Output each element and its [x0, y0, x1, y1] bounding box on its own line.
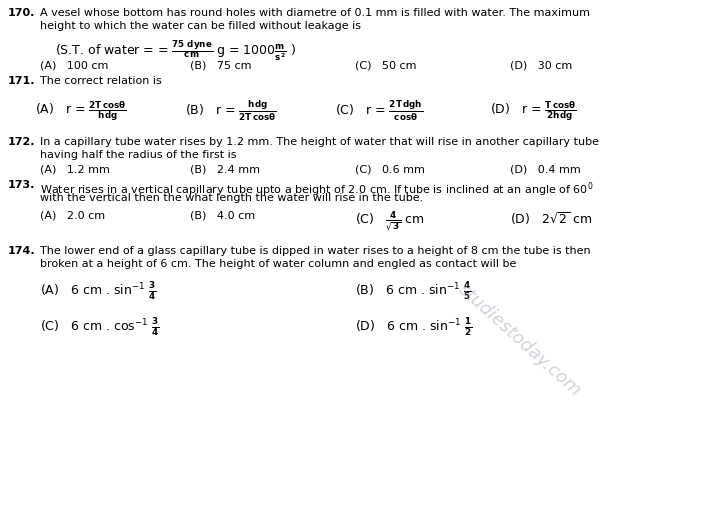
Text: studiestoday.com: studiestoday.com: [455, 280, 585, 400]
Text: 173.: 173.: [8, 180, 36, 190]
Text: (C)   $\frac{\mathbf{4}}{\mathbf{\sqrt{3}}}$ cm: (C) $\frac{\mathbf{4}}{\mathbf{\sqrt{3}}…: [355, 210, 425, 233]
Text: In a capillary tube water rises by 1.2 mm. The height of water that will rise in: In a capillary tube water rises by 1.2 m…: [40, 137, 599, 147]
Text: (C)   0.6 mm: (C) 0.6 mm: [355, 165, 425, 175]
Text: (B)   4.0 cm: (B) 4.0 cm: [190, 210, 255, 220]
Text: (A)   2.0 cm: (A) 2.0 cm: [40, 210, 105, 220]
Text: (A)   r = $\frac{\mathbf{2T\,cos\theta}}{\mathbf{hdg}}$: (A) r = $\frac{\mathbf{2T\,cos\theta}}{\…: [35, 99, 126, 123]
Text: (D)   30 cm: (D) 30 cm: [510, 61, 572, 71]
Text: (B)   r = $\frac{\mathbf{hdg}}{\mathbf{2T\,cos\theta}}$: (B) r = $\frac{\mathbf{hdg}}{\mathbf{2T\…: [185, 99, 277, 123]
Text: 170.: 170.: [8, 8, 36, 18]
Text: (B)   2.4 mm: (B) 2.4 mm: [190, 165, 260, 175]
Text: (D)   0.4 mm: (D) 0.4 mm: [510, 165, 581, 175]
Text: (A)   1.2 mm: (A) 1.2 mm: [40, 165, 110, 175]
Text: having half the radius of the first is: having half the radius of the first is: [40, 150, 236, 160]
Text: Water rises in a vertical capillary tube upto a beight of 2.0 cm. If tube is inc: Water rises in a vertical capillary tube…: [40, 180, 593, 199]
Text: The lower end of a glass capillary tube is dipped in water rises to a height of : The lower end of a glass capillary tube …: [40, 246, 590, 256]
Text: (D)   $2\sqrt{2}$ cm: (D) $2\sqrt{2}$ cm: [510, 210, 593, 227]
Text: The correct relation is: The correct relation is: [40, 76, 161, 86]
Text: A vesel whose bottom has round holes with diametre of 0.1 mm is filled with wate: A vesel whose bottom has round holes wit…: [40, 8, 590, 18]
Text: (B)   75 cm: (B) 75 cm: [190, 61, 252, 71]
Text: broken at a height of 6 cm. The height of water column and engled as contact wil: broken at a height of 6 cm. The height o…: [40, 259, 516, 269]
Text: (A)   6 cm . sin$^{-1}$ $\frac{\mathbf{3}}{\mathbf{4}}$: (A) 6 cm . sin$^{-1}$ $\frac{\mathbf{3}}…: [40, 280, 156, 302]
Text: 174.: 174.: [8, 246, 36, 256]
Text: (S.T. of water = = $\frac{\mathbf{75\ dyne}}{\mathbf{cm}}$ g = 1000$\frac{\mathb: (S.T. of water = = $\frac{\mathbf{75\ dy…: [55, 38, 296, 63]
Text: (B)   6 cm . sin$^{-1}$ $\frac{\mathbf{4}}{\mathbf{5}}$: (B) 6 cm . sin$^{-1}$ $\frac{\mathbf{4}}…: [355, 280, 472, 302]
Text: with the vertical then the what length the water will rise in the tube.: with the vertical then the what length t…: [40, 193, 423, 203]
Text: (C)   6 cm . cos$^{-1}$ $\frac{\mathbf{3}}{\mathbf{4}}$: (C) 6 cm . cos$^{-1}$ $\frac{\mathbf{3}}…: [40, 316, 160, 338]
Text: 171.: 171.: [8, 76, 36, 86]
Text: height to which the water can be filled without leakage is: height to which the water can be filled …: [40, 21, 361, 31]
Text: (D)   6 cm . sin$^{-1}$ $\frac{\mathbf{1}}{\mathbf{2}}$: (D) 6 cm . sin$^{-1}$ $\frac{\mathbf{1}}…: [355, 316, 473, 338]
Text: (C)   50 cm: (C) 50 cm: [355, 61, 417, 71]
Text: (A)   100 cm: (A) 100 cm: [40, 61, 108, 71]
Text: (D)   r = $\frac{\mathbf{T\,cos\theta}}{\mathbf{2hdg}}$: (D) r = $\frac{\mathbf{T\,cos\theta}}{\m…: [490, 99, 577, 123]
Text: (C)   r = $\frac{\mathbf{2T\,dgh}}{\mathbf{cos\theta}}$: (C) r = $\frac{\mathbf{2T\,dgh}}{\mathbf…: [335, 99, 423, 123]
Text: 172.: 172.: [8, 137, 36, 147]
